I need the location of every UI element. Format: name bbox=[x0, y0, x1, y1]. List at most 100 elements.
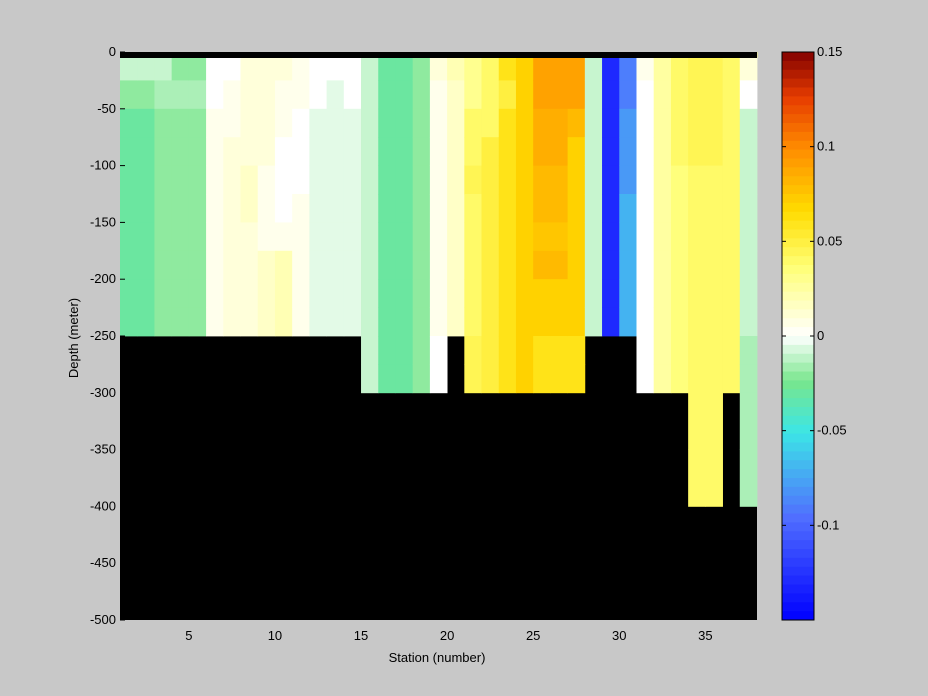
heatmap-cell bbox=[361, 80, 379, 110]
y-tick-label: -400 bbox=[90, 498, 116, 513]
heatmap-cell bbox=[550, 57, 569, 81]
heatmap-cell bbox=[412, 364, 431, 394]
heatmap-cell bbox=[739, 57, 758, 81]
heatmap-cell bbox=[567, 57, 586, 81]
heatmap-cell bbox=[395, 279, 414, 308]
heatmap-cell bbox=[120, 80, 138, 110]
heatmap-cell bbox=[636, 307, 655, 337]
heatmap-cell bbox=[206, 108, 224, 138]
heatmap-cell bbox=[584, 222, 603, 252]
heatmap-cell bbox=[550, 80, 569, 110]
heatmap-cell bbox=[292, 279, 310, 308]
heatmap-cell bbox=[653, 279, 672, 308]
heatmap-cell bbox=[223, 165, 241, 195]
heatmap-cell bbox=[670, 80, 689, 110]
heatmap-cell bbox=[378, 194, 396, 223]
heatmap-cell bbox=[326, 80, 345, 110]
heatmap-cell bbox=[602, 250, 620, 280]
heatmap-cell bbox=[584, 137, 603, 166]
y-tick-label: -200 bbox=[90, 271, 116, 286]
colorbar-swatch bbox=[782, 566, 814, 577]
heatmap-cell bbox=[292, 165, 310, 195]
heatmap-cell bbox=[343, 108, 362, 138]
heatmap-cell bbox=[292, 108, 310, 138]
x-axis: 5 10 15 20 25 30 35 bbox=[185, 615, 713, 643]
heatmap-cell bbox=[498, 108, 517, 138]
heatmap-cell bbox=[739, 165, 758, 195]
colorbar-swatch bbox=[782, 451, 814, 461]
heatmap-cell bbox=[670, 57, 689, 81]
heatmap-cell bbox=[464, 57, 482, 81]
heatmap-cell bbox=[429, 108, 448, 138]
heatmap-cell bbox=[584, 80, 603, 110]
heatmap-cell bbox=[567, 137, 586, 166]
heatmap-cell bbox=[257, 307, 276, 337]
heatmap-cell bbox=[343, 250, 362, 280]
colorbar-swatch bbox=[782, 60, 814, 71]
heatmap-cell bbox=[120, 222, 138, 252]
heatmap-cell bbox=[257, 80, 276, 110]
heatmap-cell bbox=[619, 307, 637, 337]
heatmap-cell bbox=[188, 222, 207, 252]
heatmap-cell bbox=[188, 250, 207, 280]
heatmap-cell bbox=[447, 194, 465, 223]
heatmap-cell bbox=[412, 137, 431, 166]
heatmap-cell bbox=[326, 279, 345, 308]
heatmap-cell bbox=[636, 250, 655, 280]
heatmap-cell bbox=[602, 165, 620, 195]
heatmap-cell bbox=[619, 137, 637, 166]
heatmap-cell bbox=[653, 250, 672, 280]
y-tick-label: 0 bbox=[109, 44, 116, 59]
heatmap-cell bbox=[361, 194, 379, 223]
heatmap-cell bbox=[412, 307, 431, 337]
heatmap-cell bbox=[274, 222, 293, 252]
heatmap-cell bbox=[739, 307, 758, 337]
heatmap-cell bbox=[361, 336, 379, 365]
heatmap-cell bbox=[481, 108, 500, 138]
heatmap-cell bbox=[274, 250, 293, 280]
heatmap-cell bbox=[498, 80, 517, 110]
heatmap-cell bbox=[722, 222, 741, 252]
heatmap-cell bbox=[636, 108, 655, 138]
heatmap-cell bbox=[240, 165, 259, 195]
heatmap-cell bbox=[636, 165, 655, 195]
heatmap-cell bbox=[670, 250, 689, 280]
heatmap-cell bbox=[722, 364, 741, 394]
y-tick-label: -500 bbox=[90, 612, 116, 627]
heatmap-cell bbox=[550, 137, 569, 166]
heatmap-cell bbox=[429, 364, 448, 394]
heatmap-cell bbox=[515, 80, 534, 110]
heatmap-cell bbox=[171, 307, 190, 337]
heatmap-cell bbox=[429, 307, 448, 337]
y-axis-label: Depth (meter) bbox=[66, 298, 81, 378]
heatmap-cell bbox=[602, 57, 620, 81]
colorbar-swatch bbox=[782, 593, 814, 603]
heatmap-cell bbox=[395, 364, 414, 394]
heatmap-cell bbox=[481, 57, 500, 81]
colorbar-swatch bbox=[782, 522, 814, 532]
heatmap-cell bbox=[447, 137, 465, 166]
heatmap-cell bbox=[378, 108, 396, 138]
heatmap-cell bbox=[464, 80, 482, 110]
heatmap-cell bbox=[636, 57, 655, 81]
heatmap-cell bbox=[223, 108, 241, 138]
heatmap-cell bbox=[498, 307, 517, 337]
heatmap-cell bbox=[498, 165, 517, 195]
heatmap-cell bbox=[722, 165, 741, 195]
colorbar-swatch bbox=[782, 309, 814, 319]
heatmap-cell bbox=[619, 57, 637, 81]
colorbar-swatch bbox=[782, 469, 814, 479]
heatmap-cell bbox=[206, 307, 224, 337]
heatmap-cell bbox=[705, 279, 723, 308]
colorbar-swatch bbox=[782, 220, 814, 231]
heatmap-cell bbox=[481, 165, 500, 195]
colorbar-swatch bbox=[782, 380, 814, 390]
y-tick-label: -250 bbox=[90, 328, 116, 343]
heatmap-cell bbox=[705, 137, 723, 166]
heatmap-cell bbox=[584, 165, 603, 195]
heatmap-cell bbox=[361, 165, 379, 195]
heatmap-cell bbox=[412, 165, 431, 195]
heatmap-cell bbox=[739, 108, 758, 138]
heatmap-cell bbox=[705, 108, 723, 138]
heatmap-cell bbox=[412, 279, 431, 308]
